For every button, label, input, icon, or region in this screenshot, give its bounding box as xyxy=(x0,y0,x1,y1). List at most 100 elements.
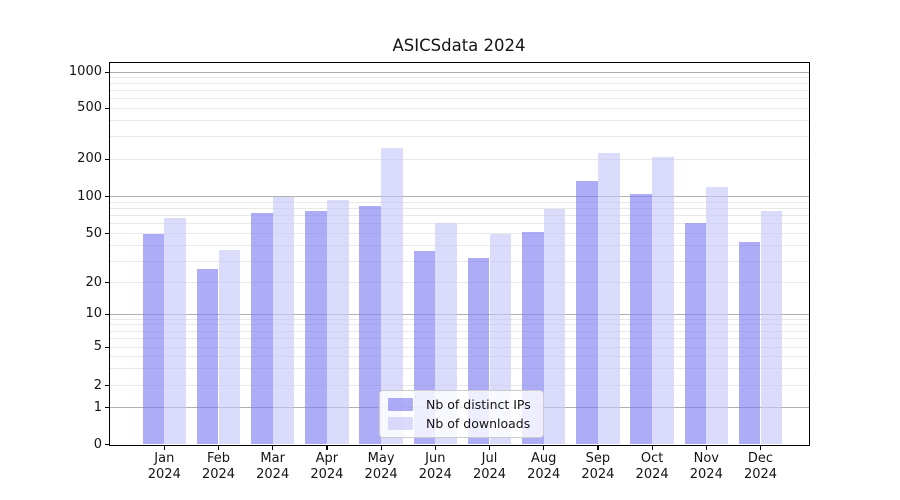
bar-downloads-jan xyxy=(164,218,186,445)
gridline-minor xyxy=(110,337,810,339)
bar-downloads-mar xyxy=(272,196,295,445)
x-tick-year: 2024 xyxy=(418,467,452,482)
x-tick-year: 2024 xyxy=(472,467,507,482)
x-tick-mark xyxy=(272,445,274,450)
gridline-minor xyxy=(110,330,810,332)
x-tick-month: Sep xyxy=(585,451,611,466)
x-tick-mark xyxy=(434,445,436,450)
x-tick-month: Feb xyxy=(206,451,231,466)
x-tick-label-nov: Nov 2024 xyxy=(676,451,736,483)
legend-swatch-distinct-ips xyxy=(388,398,413,411)
x-tick-year: 2024 xyxy=(147,467,181,482)
y-tick-label: 1000 xyxy=(68,64,102,80)
gridline-minor xyxy=(110,136,810,138)
y-tick-mark xyxy=(105,282,109,284)
x-tick-year: 2024 xyxy=(581,467,615,482)
gridline-minor xyxy=(110,158,810,160)
x-tick-mark xyxy=(597,445,599,450)
y-tick-mark xyxy=(105,71,109,73)
bar-distinct-ips-feb xyxy=(196,268,219,445)
x-tick-month: Jul xyxy=(481,451,498,466)
x-tick-mark xyxy=(380,445,382,450)
x-tick-mark xyxy=(489,445,491,450)
x-tick-label-apr: Apr 2024 xyxy=(297,451,357,483)
gridline-minor xyxy=(110,215,810,217)
x-tick-month: Mar xyxy=(260,451,285,466)
bar-downloads-dec xyxy=(760,211,783,445)
x-tick-mark xyxy=(218,445,220,450)
chart-legend: Nb of distinct IPs Nb of downloads xyxy=(379,390,544,438)
bar-downloads-jun xyxy=(435,223,457,445)
y-tick-label: 100 xyxy=(77,188,102,204)
x-tick-mark xyxy=(760,445,762,450)
x-tick-month: Oct xyxy=(640,451,664,466)
bar-downloads-may xyxy=(381,148,403,445)
y-tick-label: 200 xyxy=(77,151,102,167)
x-tick-year: 2024 xyxy=(364,467,398,482)
x-tick-month: Jan xyxy=(154,451,175,466)
x-tick-month: Apr xyxy=(315,451,339,466)
x-tick-label-mar: Mar 2024 xyxy=(243,451,303,483)
x-tick-label-feb: Feb 2024 xyxy=(189,451,249,483)
x-tick-month: Aug xyxy=(530,451,557,466)
gridline-minor xyxy=(110,83,810,85)
x-tick-month: Jun xyxy=(425,451,446,466)
y-tick-label: 50 xyxy=(85,225,102,241)
axis-spine-right xyxy=(809,63,811,446)
gridline-minor xyxy=(110,77,810,79)
bar-downloads-feb xyxy=(218,249,241,445)
y-tick-label: 500 xyxy=(77,100,102,116)
x-tick-mark xyxy=(651,445,653,450)
bar-distinct-ips-sep xyxy=(576,180,598,445)
x-tick-mark xyxy=(163,445,165,450)
bar-distinct-ips-nov xyxy=(684,223,707,445)
x-tick-year: 2024 xyxy=(256,467,290,482)
gridline-minor xyxy=(110,260,810,262)
x-tick-year: 2024 xyxy=(527,467,561,482)
y-tick-label: 10 xyxy=(85,306,102,322)
legend-row: Nb of downloads xyxy=(388,416,534,431)
y-tick-mark xyxy=(105,313,109,315)
gridline-minor xyxy=(110,120,810,122)
bar-downloads-sep xyxy=(597,152,620,445)
legend-row: Nb of distinct IPs xyxy=(388,397,534,412)
gridline-minor xyxy=(110,107,810,109)
gridline-minor xyxy=(110,282,810,284)
axis-spine-bottom xyxy=(109,444,811,446)
chart-title: ASICSdata 2024 xyxy=(392,36,526,55)
bar-distinct-ips-dec xyxy=(738,241,761,445)
x-tick-label-jun: Jun 2024 xyxy=(405,451,465,483)
bar-downloads-oct xyxy=(652,157,674,445)
x-tick-year: 2024 xyxy=(635,467,669,482)
axis-spine-left xyxy=(109,63,111,446)
x-tick-mark xyxy=(543,445,545,450)
x-tick-label-jan: Jan 2024 xyxy=(134,451,194,483)
gridline-minor xyxy=(110,346,810,348)
gridline-minor xyxy=(110,318,810,320)
gridline-minor xyxy=(110,355,810,357)
gridline-minor xyxy=(110,201,810,203)
y-tick-label: 0 xyxy=(93,436,102,452)
gridline-major xyxy=(110,313,810,315)
y-tick-mark xyxy=(105,196,109,198)
gridline-minor xyxy=(110,324,810,326)
x-tick-year: 2024 xyxy=(201,467,236,482)
x-tick-mark xyxy=(326,445,328,450)
bar-downloads-aug xyxy=(543,208,566,445)
x-tick-label-dec: Dec 2024 xyxy=(731,451,791,483)
y-tick-label: 1 xyxy=(93,399,102,415)
bar-downloads-nov xyxy=(706,187,728,445)
gridline-minor xyxy=(110,90,810,92)
y-tick-label: 2 xyxy=(93,377,102,393)
x-tick-month: Dec xyxy=(747,451,774,466)
bar-downloads-apr xyxy=(326,200,349,445)
gridline-minor xyxy=(110,368,810,370)
x-tick-year: 2024 xyxy=(310,467,344,482)
y-tick-mark xyxy=(105,346,109,348)
y-tick-label: 20 xyxy=(85,274,102,290)
y-tick-mark xyxy=(105,407,109,409)
x-tick-label-oct: Oct 2024 xyxy=(622,451,682,483)
gridline-minor xyxy=(110,385,810,387)
y-tick-mark xyxy=(105,385,109,387)
y-tick-mark xyxy=(105,107,109,109)
